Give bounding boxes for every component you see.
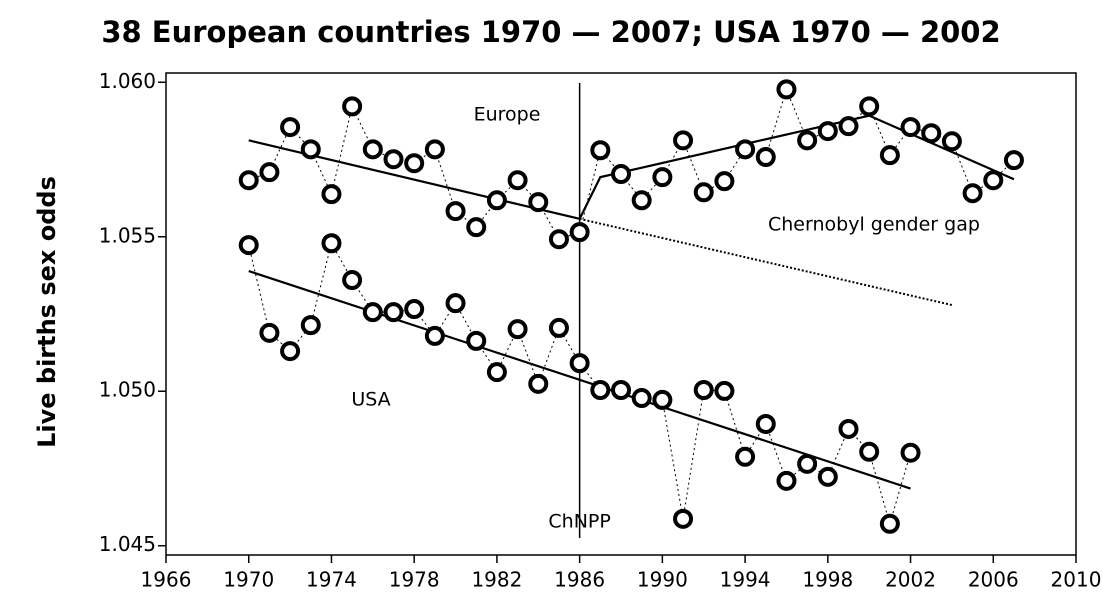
data-point	[631, 190, 652, 211]
data-point	[817, 121, 838, 142]
data-point	[486, 362, 507, 383]
data-point	[383, 149, 404, 170]
data-point	[879, 145, 900, 166]
data-point	[859, 96, 880, 117]
data-point	[569, 222, 590, 243]
x-tick-label: 2002	[885, 568, 936, 592]
data-point	[569, 353, 590, 374]
data-point	[900, 117, 921, 138]
data-point	[859, 441, 880, 462]
data-point	[466, 217, 487, 238]
data-point	[280, 117, 301, 138]
trend-line	[578, 114, 1015, 220]
data-point	[321, 233, 342, 254]
data-point	[300, 315, 321, 336]
data-point	[631, 388, 652, 409]
data-point	[507, 170, 528, 191]
data-point	[797, 130, 818, 151]
data-point	[280, 341, 301, 362]
x-tick-label: 1970	[223, 568, 274, 592]
data-point	[342, 270, 363, 291]
data-point	[383, 302, 404, 323]
data-point	[817, 466, 838, 487]
data-point	[735, 446, 756, 467]
data-point	[404, 299, 425, 320]
y-tick-label: 1.050	[99, 378, 156, 402]
data-point	[838, 418, 859, 439]
data-point	[879, 513, 900, 534]
annotation: USA	[351, 389, 390, 411]
y-tick-label: 1.060	[99, 69, 156, 93]
x-tick-label: 1998	[802, 568, 853, 592]
data-point	[404, 153, 425, 174]
data-point	[1003, 150, 1024, 171]
data-point	[838, 116, 859, 137]
data-point	[507, 319, 528, 340]
data-point	[528, 192, 549, 213]
data-point	[755, 413, 776, 434]
data-point	[714, 380, 735, 401]
chart-title: 38 European countries 1970 — 2007; USA 1…	[101, 15, 1000, 49]
x-tick-label: 1986	[554, 568, 605, 592]
data-point	[735, 139, 756, 160]
y-axis-label: Live births sex odds	[33, 176, 61, 448]
data-point	[528, 373, 549, 394]
plot-frame	[165, 72, 1077, 556]
data-point	[776, 470, 797, 491]
data-point	[238, 235, 259, 256]
data-point	[259, 162, 280, 183]
data-point	[548, 317, 569, 338]
annotation: Chernobyl gender gap	[768, 214, 980, 236]
data-point	[300, 139, 321, 160]
trend-line	[248, 270, 911, 490]
data-point	[776, 79, 797, 100]
data-point	[548, 229, 569, 250]
x-tick-label: 2006	[968, 568, 1019, 592]
data-point	[424, 325, 445, 346]
data-point	[652, 389, 673, 410]
data-point	[673, 508, 694, 529]
event-label: ChNPP	[548, 511, 610, 533]
data-point	[590, 380, 611, 401]
x-tick-label: 2010	[1051, 568, 1102, 592]
data-point	[445, 201, 466, 222]
series-line	[248, 241, 912, 526]
x-tick-label: 1994	[720, 568, 771, 592]
data-point	[652, 167, 673, 188]
data-point	[362, 139, 383, 160]
data-point	[962, 183, 983, 204]
data-point	[362, 302, 383, 323]
data-point	[693, 380, 714, 401]
data-point	[611, 380, 631, 401]
data-point	[466, 330, 487, 351]
data-point	[342, 96, 363, 117]
y-tick-label: 1.055	[99, 223, 156, 247]
data-point	[983, 170, 1004, 191]
data-point	[900, 442, 921, 463]
data-point	[321, 184, 342, 205]
data-point	[424, 139, 445, 160]
data-point	[259, 322, 280, 343]
data-point	[445, 293, 466, 314]
data-point	[693, 182, 714, 203]
y-tick-label: 1.045	[99, 532, 156, 556]
data-point	[921, 123, 942, 144]
data-point	[611, 164, 631, 185]
data-point	[797, 453, 818, 474]
data-point	[590, 140, 611, 161]
data-point	[755, 147, 776, 168]
data-point	[714, 171, 735, 192]
x-tick-label: 1990	[637, 568, 688, 592]
data-point	[941, 131, 962, 152]
x-tick-label: 1978	[389, 568, 440, 592]
x-tick-label: 1974	[306, 568, 357, 592]
data-point	[238, 170, 259, 191]
data-point	[673, 130, 694, 151]
x-tick-label: 1982	[471, 568, 522, 592]
data-point	[486, 190, 507, 211]
x-tick-label: 1966	[141, 568, 192, 592]
annotation: Europe	[474, 104, 541, 126]
